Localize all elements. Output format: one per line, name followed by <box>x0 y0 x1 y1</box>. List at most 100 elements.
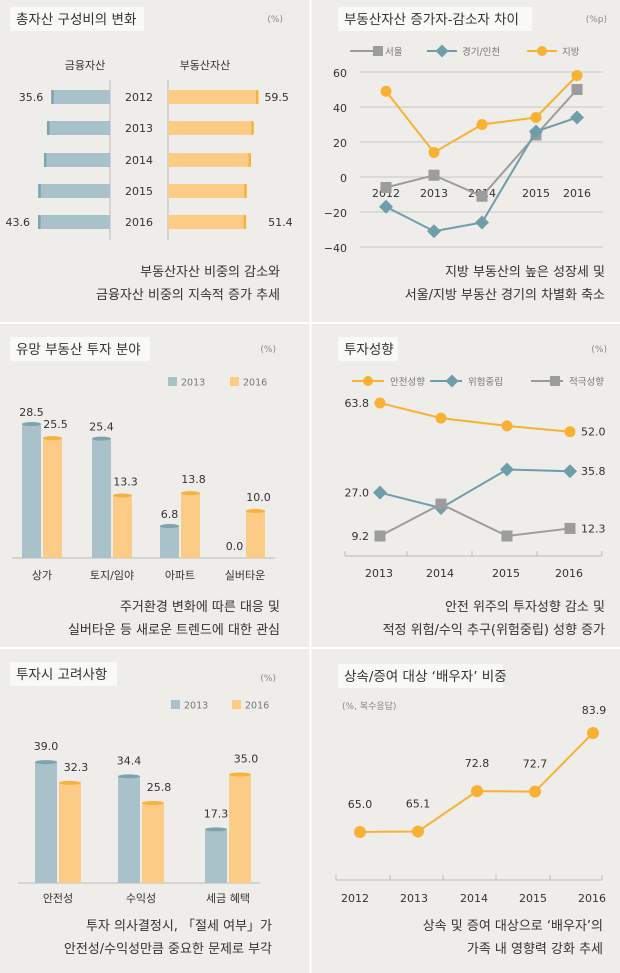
x-tick-label: 2013 <box>420 187 448 200</box>
point-diamond <box>379 199 393 214</box>
legend-label: 2013 <box>181 378 205 389</box>
caption-line: 상속 및 증여 대상으로 ‘배우자’의 <box>423 919 603 934</box>
caption-line: 주거환경 변화에 따른 대응 및 <box>120 600 280 615</box>
value-label: 28.5 <box>19 406 44 419</box>
point-diamond <box>570 110 584 125</box>
bar-realestate-cap <box>255 90 259 104</box>
point-diamond <box>373 485 387 500</box>
series-line <box>379 502 571 538</box>
unit-label: (%) <box>591 345 607 355</box>
value-label: 34.4 <box>117 754 142 767</box>
x-tick-label: 2015 <box>492 567 520 580</box>
bar-2013-cap <box>118 774 140 779</box>
point-circle <box>501 420 513 432</box>
year-label: 2014 <box>125 154 153 167</box>
point-square <box>476 190 488 202</box>
bar-realestate <box>168 90 259 104</box>
legend-label: 지방 <box>562 47 580 58</box>
value-label: 25.5 <box>43 418 68 431</box>
unit-label: (%, 복수응답) <box>342 700 396 712</box>
point-circle <box>564 426 576 438</box>
bar-2013-cap <box>92 436 111 441</box>
bar-financial <box>38 184 110 198</box>
x-tick-label: 2014 <box>460 892 488 905</box>
y-tick-label: 40 <box>333 102 347 115</box>
category-label: 실버타운 <box>225 569 265 582</box>
chart-title: 상속/증여 대상 ‘배우자’ 비중 <box>344 669 507 685</box>
unit-label: (%) <box>260 345 276 355</box>
title-box <box>10 7 144 31</box>
caption-line: 안전 위주의 투자성향 감소 및 <box>445 600 605 615</box>
point-circle <box>587 726 599 739</box>
unit-label: (%p) <box>586 15 607 25</box>
panel-2: 유망 부동산 투자 분야 (%) <box>10 337 276 361</box>
bar-2016-cap <box>142 801 164 806</box>
legend-label: 안전성향 <box>390 376 425 388</box>
value-label: 32.3 <box>64 761 89 774</box>
value-label: 12.3 <box>581 522 606 535</box>
y-tick-label: 60 <box>333 67 347 80</box>
caption-line: 적정 위험/수익 추구(위험중립) 성향 증가 <box>383 623 605 638</box>
value-label: 6.8 <box>161 508 179 521</box>
legend-swatch-2016 <box>232 700 241 709</box>
bar-realestate <box>168 215 247 229</box>
bar-financial-cap <box>51 90 54 104</box>
caption-line: 투자 의사결정시, 「절세 여부」가 <box>86 919 272 934</box>
value-label: 52.0 <box>581 426 606 439</box>
x-tick-label: 2016 <box>555 567 583 580</box>
bar-realestate-cap <box>244 184 247 198</box>
point-square <box>428 169 440 181</box>
caption-line: 서울/지방 부동산 경기의 차별화 축소 <box>405 288 605 303</box>
x-tick-label: 2014 <box>426 567 454 580</box>
legend-swatch-2013 <box>168 377 177 386</box>
bar-2013-cap <box>22 422 41 427</box>
point-diamond <box>475 215 489 230</box>
bar-realestate <box>168 184 247 198</box>
x-tick-label: 2015 <box>519 892 547 905</box>
point-diamond <box>529 124 543 139</box>
x-tick-label: 2015 <box>522 187 550 200</box>
point-circle <box>476 119 488 130</box>
panel-3: 투자성향 (%) <box>338 337 607 361</box>
bar-realestate <box>168 153 251 167</box>
legend-label: 경기/인천 <box>462 46 500 58</box>
value-label: 35.0 <box>234 753 259 766</box>
value-label: 63.8 <box>345 397 370 410</box>
point-square <box>380 182 392 193</box>
value-label: 27.0 <box>345 487 370 500</box>
point-square <box>501 530 513 542</box>
caption-line: 실버타운 등 새로운 트렌드에 대한 관심 <box>68 623 280 638</box>
point-diamond <box>435 44 449 58</box>
title-box <box>338 337 398 361</box>
bar-financial-cap <box>38 184 41 198</box>
value-label: 72.8 <box>465 757 490 770</box>
chart-title: 부동산자산 증가자-감소자 차이 <box>344 12 519 28</box>
bar-financial-cap <box>38 215 41 229</box>
point-diamond <box>427 224 441 239</box>
year-label: 2016 <box>125 216 153 229</box>
title-box <box>10 337 150 361</box>
panel-1: 부동산자산 증가자-감소자 차이 (%p) <box>338 7 607 31</box>
value-label: 83.9 <box>582 704 607 717</box>
point-circle <box>412 825 424 838</box>
point-circle <box>537 46 547 56</box>
chart-title: 투자시 고려사항 <box>16 667 107 683</box>
unit-label: (%) <box>260 674 276 684</box>
point-circle <box>363 376 373 386</box>
category-label: 수익성 <box>126 892 156 905</box>
category-label: 토지/임야 <box>90 569 134 582</box>
value-label: 25.4 <box>89 421 114 434</box>
bar-2016 <box>142 803 164 883</box>
point-square <box>571 84 583 95</box>
column-header: 금융자산 <box>65 59 105 72</box>
value-label: 51.4 <box>268 216 293 229</box>
point-circle <box>435 412 447 424</box>
point-square <box>550 376 560 386</box>
legend-label: 서울 <box>385 47 403 58</box>
x-tick-label: 2012 <box>372 187 400 200</box>
bar-2016 <box>43 438 62 558</box>
title-box <box>338 664 503 688</box>
value-label: 13.8 <box>181 473 206 486</box>
point-square <box>564 522 576 534</box>
